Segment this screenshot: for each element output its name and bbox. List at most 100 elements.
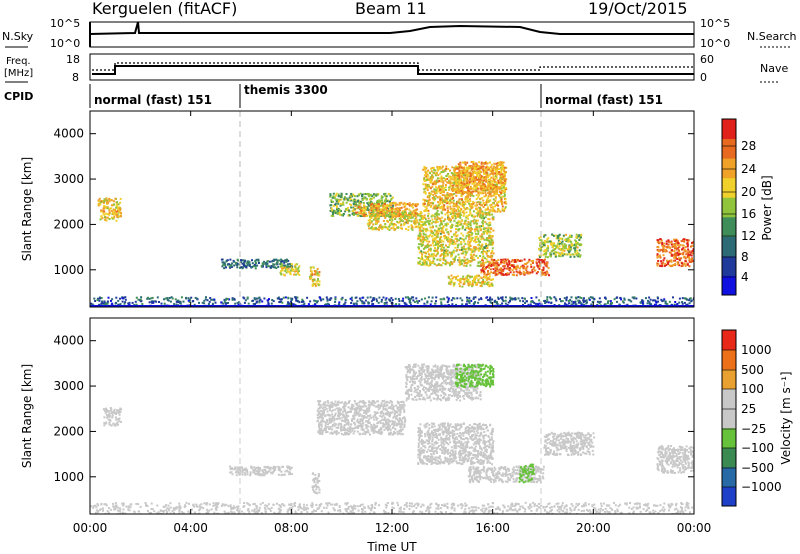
data-cell bbox=[266, 260, 269, 263]
data-cell bbox=[294, 268, 297, 270]
data-cell bbox=[494, 204, 497, 207]
data-cell bbox=[459, 188, 462, 191]
data-cell bbox=[491, 235, 494, 238]
data-cell bbox=[465, 303, 468, 306]
data-cell bbox=[489, 237, 492, 240]
data-cell bbox=[461, 189, 464, 192]
data-cell bbox=[463, 176, 465, 179]
data-cell bbox=[449, 263, 452, 266]
data-cell bbox=[427, 250, 429, 253]
data-cell bbox=[465, 235, 468, 238]
data-cell bbox=[663, 245, 666, 248]
data-cell bbox=[493, 209, 496, 212]
data-cell bbox=[108, 197, 111, 200]
data-cell bbox=[467, 261, 470, 264]
data-cell bbox=[348, 214, 351, 217]
data-cell bbox=[108, 211, 111, 214]
data-cell bbox=[477, 261, 480, 264]
data-cell bbox=[436, 233, 439, 236]
data-cell bbox=[604, 297, 607, 300]
data-cell bbox=[376, 193, 379, 196]
data-cell bbox=[465, 252, 468, 255]
data-cell bbox=[489, 268, 492, 271]
data-cell bbox=[94, 300, 97, 302]
data-cell bbox=[116, 201, 119, 204]
data-cell bbox=[458, 263, 461, 266]
data-cell bbox=[483, 217, 485, 220]
data-cell bbox=[420, 216, 423, 219]
data-cell bbox=[378, 199, 381, 202]
data-cell bbox=[350, 199, 353, 202]
data-cell bbox=[662, 246, 665, 249]
data-cell bbox=[340, 192, 343, 195]
data-cell bbox=[473, 178, 476, 181]
data-cell bbox=[434, 247, 436, 249]
data-cell bbox=[579, 234, 582, 237]
data-cell bbox=[509, 271, 512, 274]
data-cell bbox=[680, 264, 683, 267]
data-cell bbox=[488, 213, 491, 216]
data-cell bbox=[187, 299, 190, 302]
data-cell bbox=[564, 245, 567, 248]
data-cell bbox=[337, 207, 340, 210]
data-cell bbox=[490, 252, 493, 255]
data-cell bbox=[467, 278, 470, 281]
data-cell bbox=[476, 214, 479, 217]
data-cell bbox=[447, 168, 450, 170]
data-cell bbox=[469, 198, 471, 201]
data-cell bbox=[485, 277, 488, 280]
data-cell bbox=[679, 243, 682, 246]
data-cell bbox=[559, 248, 562, 251]
data-cell bbox=[500, 187, 503, 190]
data-cell bbox=[571, 253, 574, 256]
data-cell bbox=[447, 175, 450, 178]
data-cell bbox=[423, 180, 426, 182]
data-cell bbox=[460, 172, 463, 175]
data-cell bbox=[398, 211, 401, 214]
data-cell bbox=[555, 246, 558, 249]
data-cell bbox=[471, 285, 474, 288]
data-cell bbox=[471, 237, 474, 239]
data-cell bbox=[243, 262, 246, 265]
data-cell bbox=[471, 228, 474, 231]
data-cell bbox=[464, 169, 467, 172]
data-cell bbox=[492, 252, 495, 255]
data-cell bbox=[491, 179, 494, 182]
data-cell bbox=[439, 198, 442, 201]
data-cell bbox=[204, 298, 207, 301]
data-cell bbox=[435, 180, 438, 183]
data-cell bbox=[444, 218, 446, 221]
data-cell bbox=[435, 225, 438, 228]
data-cell bbox=[535, 258, 538, 261]
data-cell bbox=[101, 210, 104, 213]
data-cell bbox=[660, 265, 663, 268]
data-cell bbox=[363, 196, 366, 199]
data-cell bbox=[512, 267, 515, 270]
data-cell bbox=[106, 301, 109, 304]
data-cell bbox=[90, 302, 93, 305]
data-cell bbox=[384, 208, 387, 211]
data-cell bbox=[494, 188, 497, 191]
data-cell bbox=[441, 249, 444, 251]
data-cell bbox=[467, 259, 470, 262]
data-cell bbox=[356, 214, 359, 217]
data-cell bbox=[514, 259, 516, 262]
data-cell bbox=[480, 189, 483, 191]
data-cell bbox=[560, 242, 563, 244]
data-cell bbox=[103, 205, 106, 207]
data-cell bbox=[380, 298, 383, 301]
data-cell bbox=[683, 301, 686, 304]
data-cell bbox=[378, 206, 381, 209]
data-cell bbox=[547, 240, 550, 243]
data-cell bbox=[472, 256, 475, 259]
data-cell bbox=[472, 182, 475, 185]
data-cell bbox=[424, 262, 427, 265]
data-cell bbox=[431, 166, 434, 169]
data-cell bbox=[546, 272, 549, 274]
data-cell bbox=[480, 298, 483, 301]
data-cell bbox=[408, 212, 410, 215]
data-cell bbox=[221, 265, 224, 268]
nsearch-tick-bottom: 10^0 bbox=[700, 37, 730, 50]
data-cell bbox=[163, 302, 166, 305]
data-cell bbox=[182, 300, 185, 303]
